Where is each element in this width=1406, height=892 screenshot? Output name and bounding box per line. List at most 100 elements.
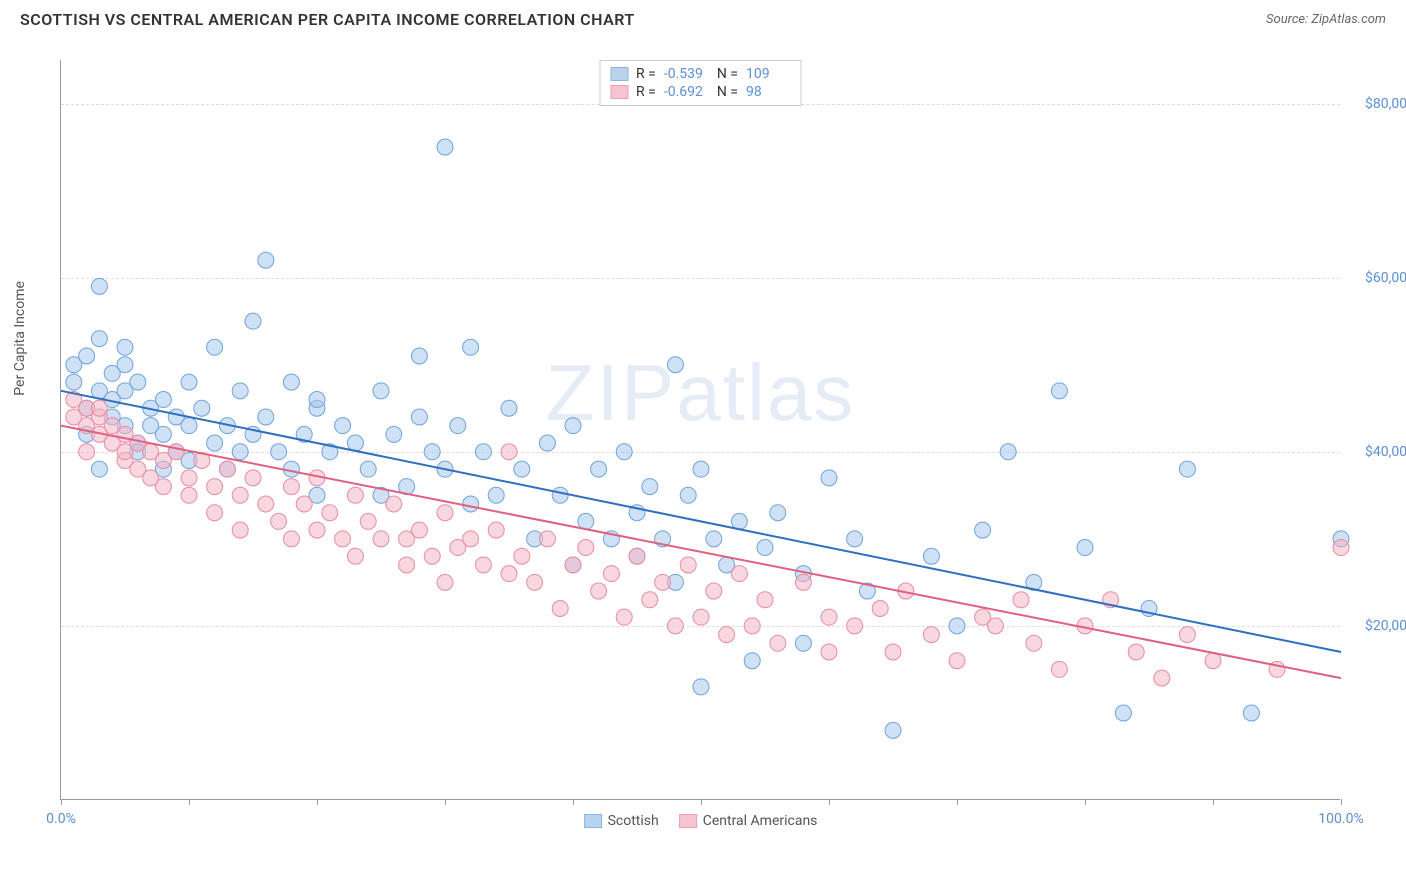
scatter-point <box>1179 461 1195 477</box>
scatter-point <box>731 513 747 529</box>
scatter-point <box>245 313 261 329</box>
scatter-point <box>411 522 427 538</box>
scatter-point <box>437 574 453 590</box>
scatter-point <box>309 522 325 538</box>
scatter-point <box>283 374 299 390</box>
scatter-point <box>744 618 760 634</box>
scatter-point <box>770 505 786 521</box>
scatter-point <box>642 479 658 495</box>
legend-label-central: Central Americans <box>703 813 818 829</box>
scatter-point <box>463 496 479 512</box>
scatter-point <box>1333 540 1349 556</box>
scatter-point <box>488 487 504 503</box>
scatter-point <box>283 479 299 495</box>
scatter-point <box>258 496 274 512</box>
scatter-point <box>795 574 811 590</box>
scatter-point <box>181 487 197 503</box>
scatter-point <box>232 522 248 538</box>
scatter-point <box>245 470 261 486</box>
scatter-point <box>1154 670 1170 686</box>
scatter-point <box>488 522 504 538</box>
stats-r-value-central: -0.692 <box>664 84 709 100</box>
scatter-point <box>437 139 453 155</box>
scatter-point <box>347 548 363 564</box>
scatter-point <box>207 339 223 355</box>
scatter-point <box>821 470 837 486</box>
scatter-point <box>475 557 491 573</box>
scatter-point <box>258 252 274 268</box>
scatter-point <box>539 531 555 547</box>
legend-item-central: Central Americans <box>679 813 818 829</box>
stats-r-label: R = <box>636 66 656 82</box>
scatter-point <box>719 627 735 643</box>
scatter-point <box>591 583 607 599</box>
scatter-point <box>411 348 427 364</box>
scatter-point <box>603 566 619 582</box>
scatter-point <box>527 574 543 590</box>
scatter-point <box>847 531 863 547</box>
scatter-point <box>514 461 530 477</box>
scatter-point <box>79 444 95 460</box>
scatter-point <box>565 418 581 434</box>
scatter-point <box>1205 653 1221 669</box>
legend-item-scottish: Scottish <box>584 813 659 829</box>
scatter-point <box>1051 383 1067 399</box>
scatter-point <box>155 479 171 495</box>
scatter-point <box>872 600 888 616</box>
scatter-point <box>309 392 325 408</box>
scatter-point <box>744 653 760 669</box>
x-tick <box>317 799 318 805</box>
x-tick <box>61 799 62 805</box>
scatter-point <box>693 461 709 477</box>
scatter-point <box>1013 592 1029 608</box>
scatter-point <box>821 609 837 625</box>
scatter-point <box>360 461 376 477</box>
chart-container: Per Capita Income R = -0.539 N = 109 R =… <box>50 50 1370 840</box>
y-tick-label: $60,000 <box>1365 270 1406 286</box>
scatter-point <box>463 531 479 547</box>
scatter-point <box>155 426 171 442</box>
swatch-central <box>610 85 628 99</box>
scatter-point <box>949 618 965 634</box>
scatter-point <box>987 618 1003 634</box>
scatter-point <box>258 409 274 425</box>
scatter-point <box>335 418 351 434</box>
scatter-point <box>885 722 901 738</box>
x-tick <box>573 799 574 805</box>
scatter-point <box>847 618 863 634</box>
scatter-point <box>347 487 363 503</box>
scatter-point <box>616 444 632 460</box>
x-tick-label: 100.0% <box>1318 811 1363 827</box>
stats-r-label: R = <box>636 84 656 100</box>
scatter-point <box>207 435 223 451</box>
scatter-point <box>283 531 299 547</box>
scatter-point <box>117 357 133 373</box>
scatter-point <box>642 592 658 608</box>
y-axis-label: Per Capita Income <box>12 281 28 396</box>
scatter-point <box>1115 705 1131 721</box>
scatter-point <box>667 357 683 373</box>
scatter-point <box>424 548 440 564</box>
scatter-point <box>923 627 939 643</box>
scatter-point <box>322 505 338 521</box>
scatter-point <box>731 566 747 582</box>
scatter-point <box>1179 627 1195 643</box>
stats-n-label: N = <box>717 84 738 100</box>
scatter-point <box>373 531 389 547</box>
scatter-point <box>885 644 901 660</box>
scatter-point <box>66 374 82 390</box>
scatter-point <box>1051 661 1067 677</box>
stats-row-scottish: R = -0.539 N = 109 <box>610 65 791 83</box>
scatter-point <box>424 444 440 460</box>
scatter-point <box>91 278 107 294</box>
scatter-point <box>232 444 248 460</box>
scatter-point <box>437 505 453 521</box>
scatter-point <box>386 496 402 512</box>
scatter-point <box>578 540 594 556</box>
x-tick <box>445 799 446 805</box>
scatter-point <box>168 444 184 460</box>
scatter-point <box>667 618 683 634</box>
y-tick-label: $20,000 <box>1365 618 1406 634</box>
scatter-point <box>399 557 415 573</box>
x-tick <box>1213 799 1214 805</box>
